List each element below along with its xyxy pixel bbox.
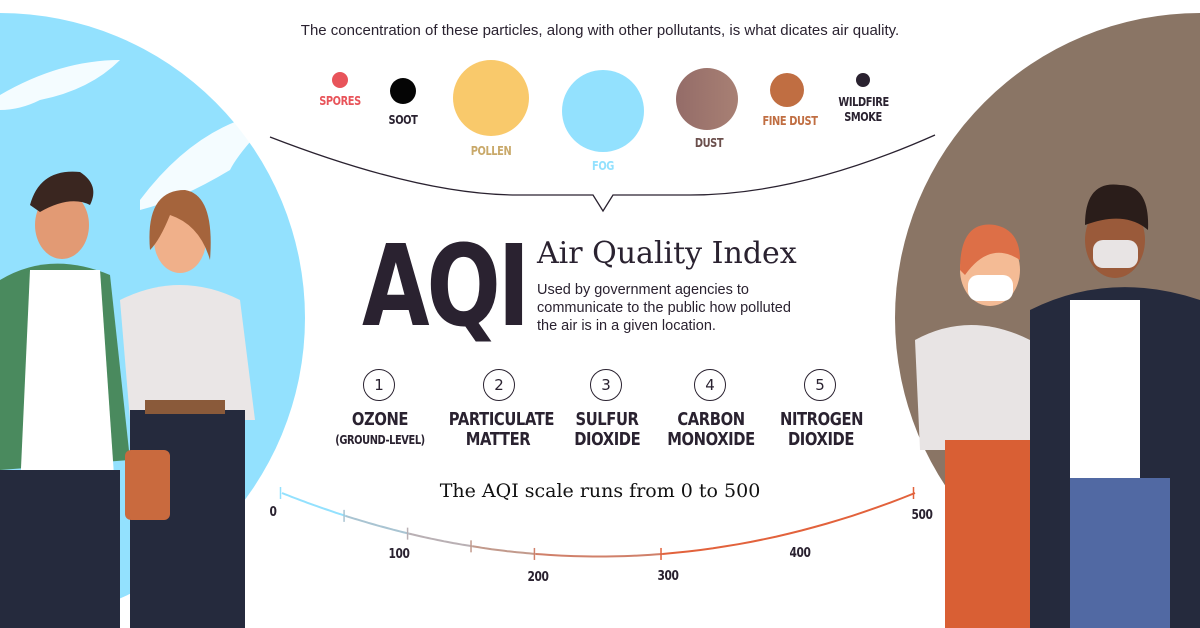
scale-segment [472,545,536,555]
man-hair [30,171,94,212]
tick-300: 300 [657,569,679,584]
man-pants [1070,478,1170,628]
aqi-logo: AQI [362,222,530,352]
scale-segment [408,532,473,548]
woman-pants [945,440,1035,628]
label-spores: SPORES [319,94,361,108]
aqi-title: Air Quality Index [537,236,797,271]
bracket-line [269,134,936,213]
scale-segment [345,514,410,535]
cloud-icon [140,110,280,210]
man-pants [0,470,120,628]
label-fine-dust: FINE DUST [762,114,818,128]
pollutant-number: 5 [804,369,836,401]
pollutant-number: 3 [590,369,622,401]
aqi-description: Used by government agencies to communica… [537,282,791,334]
pollutant-number: 4 [694,369,726,401]
pollutant-note: (GROUND-LEVEL) [335,433,425,447]
right-illustration [895,13,1200,628]
scale-caption: The AQI scale runs from 0 to 500 [439,480,761,502]
tick-0: 0 [269,505,277,520]
face-mask [968,275,1013,301]
label-fog: FOG [592,159,614,173]
particle-fine-dust [770,73,804,107]
label-pollen: POLLEN [470,144,512,158]
pollutant-name: OZONE [351,409,409,430]
woman-belt [145,400,225,414]
pollutant-carbon-monoxide: CARBON MONOXIDE [667,409,755,450]
tick-400: 400 [789,546,811,561]
woman-shirt [915,325,1040,450]
woman-hair [960,224,1020,275]
pollutant-number: 1 [363,369,395,401]
pollutant-nitrogen-dioxide: NITROGEN DIOXIDE [780,409,864,450]
man-shirt [20,270,115,490]
particle-soot [390,78,416,104]
pollutant-ozone: OZONE (GROUND-LEVEL) [323,410,438,450]
tick-100: 100 [388,547,410,562]
scale-segment [281,492,346,517]
cloud-icon [0,60,120,110]
particle-fog [562,70,644,152]
face-mask [1093,240,1138,268]
pollutant-particulate-matter: PARTICULATE MATTER [448,409,555,450]
particle-pollen [453,60,529,136]
scale-segment [535,553,663,558]
woman-blouse [120,285,255,420]
label-soot: SOOT [388,113,418,127]
handbag [125,450,170,520]
particle-spores [332,72,348,88]
intro-text: The concentration of these particles, al… [300,22,900,39]
pollutant-sulfur-dioxide: SULFUR DIOXIDE [574,409,641,450]
man-face [35,191,89,259]
left-illustration [0,13,305,628]
woman-hair [149,190,211,260]
scale-segment [662,492,916,555]
label-dust: DUST [694,136,724,150]
particle-dust [676,68,738,130]
man-hair [1085,184,1149,230]
tick-500: 500 [911,508,933,523]
label-wildfire-smoke: WILDFIRE SMOKE [838,95,889,124]
man-shirt [1070,300,1140,480]
pollutant-number: 2 [483,369,515,401]
particle-wildfire-smoke [856,73,870,87]
tick-200: 200 [527,570,549,585]
